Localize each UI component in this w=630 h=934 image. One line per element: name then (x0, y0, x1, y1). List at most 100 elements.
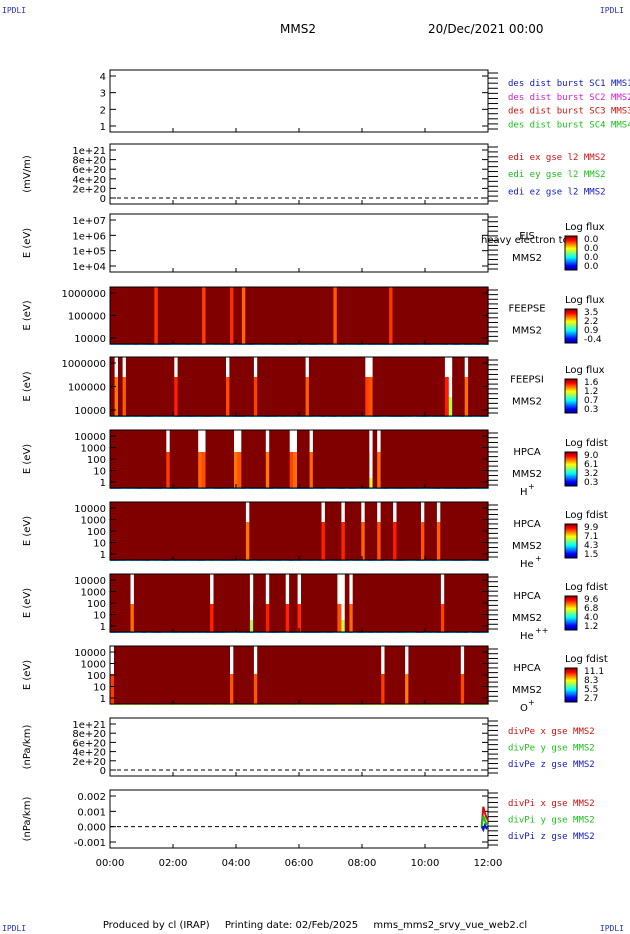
spectrogram-cell (316, 574, 322, 632)
spectrogram-cell (277, 430, 282, 488)
spectrogram-cell (436, 430, 441, 488)
spectrogram-cell (444, 646, 449, 704)
spectrogram-cell (241, 646, 246, 704)
spectrogram-cell (165, 574, 171, 632)
spectrogram-cell (185, 287, 191, 344)
spectrogram-cell (420, 646, 425, 704)
spectrogram-cell (376, 522, 382, 560)
spectrogram-cell (293, 357, 298, 416)
y-axis-label: E (eV) (22, 660, 33, 690)
spectrogram-cell (344, 574, 350, 632)
spectrogram-cell (444, 430, 449, 488)
spectrogram-cell (265, 646, 270, 704)
spacecraft-label: MMS2 (512, 541, 542, 552)
spectrogram-cell (448, 430, 453, 488)
spectrogram-cell (440, 287, 445, 344)
spectrogram-cell (380, 674, 386, 704)
spectrogram-cell (396, 357, 402, 416)
spectrogram-cell (181, 357, 187, 416)
spectrogram-cell (312, 502, 318, 560)
spectrogram-cell (253, 502, 258, 560)
spectrogram-cell (165, 287, 171, 344)
colorbar (564, 667, 578, 703)
spectrogram-cell (400, 646, 406, 704)
spectrogram-cell (380, 430, 386, 488)
spectrogram-cell (137, 502, 143, 560)
spectrogram-cell (305, 646, 310, 704)
spectrogram-cell (388, 502, 394, 560)
spectrogram-cell (432, 574, 437, 632)
spectrogram-cell (141, 574, 147, 632)
y-tick-label: 100 (87, 599, 106, 610)
panel-frame (109, 143, 489, 205)
spectrogram-cell (237, 574, 242, 632)
spectrogram-cell (368, 287, 374, 344)
spectrogram-cell (297, 357, 302, 416)
spectrogram-cell (173, 377, 179, 416)
spectrogram-cell (157, 646, 163, 704)
spectrogram-cell (348, 287, 354, 344)
spectrogram-cell (189, 430, 195, 488)
spectrogram-cell (308, 646, 314, 704)
spectrogram-cell (476, 574, 481, 632)
spectrogram-cell (376, 574, 382, 632)
spectrogram-cell (201, 452, 207, 488)
spectrogram-cell (281, 646, 286, 704)
spectrogram-cell (153, 287, 159, 344)
spectrogram-cell (464, 646, 469, 704)
spectrogram-cell (476, 357, 481, 416)
spectrogram-cell (432, 287, 437, 344)
spectrogram-cell (293, 574, 298, 632)
spectrogram-cell (384, 574, 390, 632)
y-tick-label: 1e+07 (72, 216, 106, 227)
colorbar-tick-label: 0.7 (584, 396, 598, 406)
spectrogram-cell (336, 502, 342, 560)
spectrogram-cell (269, 646, 274, 704)
spectrogram-cell (456, 287, 461, 344)
spectrogram-cell (217, 574, 222, 632)
spectrogram-cell (249, 430, 254, 488)
spectrogram-cell (185, 574, 191, 632)
spectrogram-cell (336, 287, 342, 344)
spectrogram-cell (257, 646, 262, 704)
spectrogram-cell (121, 574, 127, 632)
colorbar (564, 378, 578, 414)
spectrogram-cell (364, 377, 370, 416)
spectrogram-cell (384, 646, 390, 704)
spectrogram-cell (118, 430, 123, 488)
spectrogram-cell (456, 502, 461, 560)
spectrogram-cell (328, 357, 334, 416)
spectrogram-cell (249, 357, 254, 416)
instrument-label: FEEPSI (510, 375, 544, 386)
spectrogram-cell (141, 287, 147, 344)
spectrogram-cell (301, 646, 306, 704)
spectrogram-cell (444, 502, 449, 560)
spectrogram-cell (372, 574, 378, 632)
spectrogram-cell (181, 574, 187, 632)
spectrogram-cell (468, 287, 473, 344)
spectrogram-cell (289, 574, 294, 632)
spacecraft-label: MMS2 (512, 397, 542, 408)
spectrogram-cell (460, 287, 465, 344)
spectrogram-cell (348, 502, 354, 560)
spectrogram-cell (305, 574, 310, 632)
spectrogram-cell (456, 357, 461, 416)
spectrogram-cell (261, 287, 266, 344)
spectrogram-cell (444, 377, 449, 416)
legend-entry: divPi x gse MMS2 (508, 799, 595, 809)
spectrogram-cell (253, 287, 258, 344)
spectrogram-cell (324, 574, 330, 632)
spectrogram-cell (416, 646, 421, 704)
spectrogram-cell (225, 287, 230, 344)
spectrogram-cell (161, 430, 167, 488)
colorbar-title: Log flux (565, 365, 605, 376)
spacecraft-label: MMS2 (512, 326, 542, 337)
spectrogram-cell (141, 646, 147, 704)
spectrogram-cell (404, 574, 409, 632)
spectrogram-cell (221, 287, 226, 344)
spectrogram-cell (229, 357, 234, 416)
spectrogram-cell (233, 646, 238, 704)
spectrogram-cell (221, 357, 226, 416)
spectrogram-cell (293, 646, 298, 704)
